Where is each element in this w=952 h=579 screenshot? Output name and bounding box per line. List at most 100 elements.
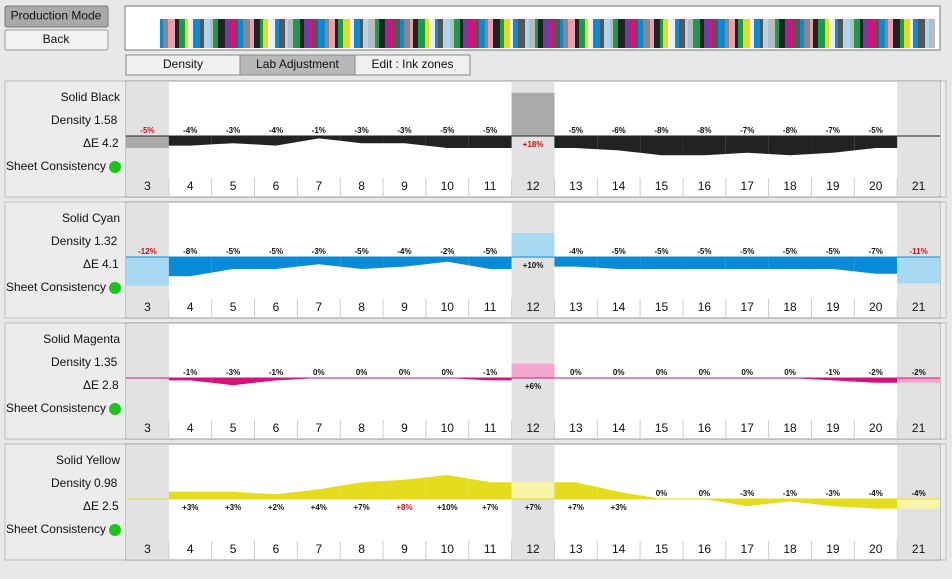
color-patch — [725, 19, 729, 48]
color-patch — [518, 19, 525, 48]
color-patch — [429, 19, 435, 48]
zone-deviation — [811, 136, 855, 154]
tab[interactable] — [354, 54, 471, 76]
color-patch — [568, 19, 575, 48]
zone-number: 7 — [315, 421, 322, 435]
value-label: -8% — [183, 247, 197, 256]
color-patch — [685, 19, 688, 48]
zone-deviation — [811, 257, 855, 272]
zone-deviation — [468, 257, 512, 269]
color-patch — [400, 19, 404, 48]
value-label: -5% — [569, 126, 583, 135]
value-label: 0% — [313, 368, 325, 377]
color-patch — [654, 19, 660, 48]
zone-number: 17 — [741, 542, 755, 556]
color-patch — [668, 19, 675, 48]
color-patch — [554, 19, 560, 48]
zone-number: 19 — [826, 179, 840, 193]
color-patch — [585, 19, 588, 48]
tab-label: Lab Adjustment — [256, 57, 339, 71]
color-patch — [443, 19, 450, 48]
color-patch — [279, 19, 285, 48]
color-patch — [375, 19, 379, 48]
value-label: -12% — [138, 247, 157, 256]
color-patch — [863, 19, 868, 48]
color-patch — [410, 19, 413, 48]
zone-number: 13 — [569, 300, 583, 314]
color-patch — [575, 19, 579, 48]
zone-number: 7 — [315, 542, 322, 556]
color-patch — [354, 19, 360, 48]
value-label: -5% — [697, 247, 711, 256]
color-patch — [693, 19, 700, 48]
zone-deviation — [854, 257, 898, 274]
zone-number: 19 — [826, 542, 840, 556]
zone-number: 21 — [912, 421, 926, 435]
color-patch — [188, 19, 193, 48]
value-label: -5% — [226, 247, 240, 256]
value-label: 0% — [699, 368, 711, 377]
back-button[interactable] — [4, 29, 109, 51]
color-patch — [635, 19, 638, 48]
color-patch — [543, 19, 550, 48]
zone-deviation — [297, 136, 341, 142]
value-label: -3% — [397, 126, 411, 135]
zone-deviation — [511, 233, 555, 257]
production-mode-button[interactable] — [4, 5, 109, 28]
value-label: -5% — [612, 247, 626, 256]
zone-number: 9 — [401, 421, 408, 435]
color-patch — [163, 19, 168, 48]
value-label: -7% — [869, 247, 883, 256]
zone-deviation — [468, 378, 512, 381]
color-patch — [254, 19, 260, 48]
color-patch — [900, 19, 904, 48]
color-patch — [868, 19, 875, 48]
color-patch — [718, 19, 725, 48]
color-patch — [175, 19, 179, 48]
zone-number: 12 — [526, 421, 540, 435]
color-patch — [579, 19, 585, 48]
color-patch — [904, 19, 910, 48]
zone-deviation — [682, 136, 726, 156]
color-patch — [860, 19, 863, 48]
color-patch — [343, 19, 350, 48]
zone-number: 15 — [655, 421, 669, 435]
color-patch — [768, 19, 775, 48]
density-value: 1.32 — [94, 234, 118, 248]
color-patch — [168, 19, 175, 48]
color-patch — [304, 19, 310, 48]
zone-deviation — [254, 257, 298, 269]
color-patch — [600, 19, 604, 48]
zone-deviation — [511, 92, 555, 136]
color-patch — [560, 19, 563, 48]
color-patch — [663, 19, 668, 48]
color-patch — [450, 19, 454, 48]
value-label: -5% — [269, 247, 283, 256]
zone-number: 15 — [655, 542, 669, 556]
value-label: -6% — [612, 126, 626, 135]
color-patch — [763, 19, 768, 48]
color-patch — [293, 19, 300, 48]
color-patch — [779, 19, 785, 48]
value-label: +7% — [482, 503, 498, 512]
zone-deviation — [168, 136, 212, 146]
color-patch — [329, 19, 335, 48]
zone-deviation — [854, 378, 898, 383]
delta-e-value: 4.1 — [102, 257, 119, 271]
color-patch — [479, 19, 485, 48]
zone-deviation — [597, 136, 641, 153]
zone-deviation — [254, 136, 298, 146]
status-indicator — [109, 161, 121, 173]
status-label: Sheet Consistency — [6, 401, 106, 415]
color-patch — [235, 19, 238, 48]
zone-number: 3 — [144, 179, 151, 193]
value-label: -3% — [826, 489, 840, 498]
color-patch — [610, 19, 613, 48]
color-patch — [404, 19, 410, 48]
button-label: Back — [43, 32, 71, 46]
color-patch — [218, 19, 225, 48]
zone-deviation — [168, 257, 212, 277]
color-patch — [179, 19, 185, 48]
color-patch — [475, 19, 479, 48]
color-patch — [488, 19, 493, 48]
